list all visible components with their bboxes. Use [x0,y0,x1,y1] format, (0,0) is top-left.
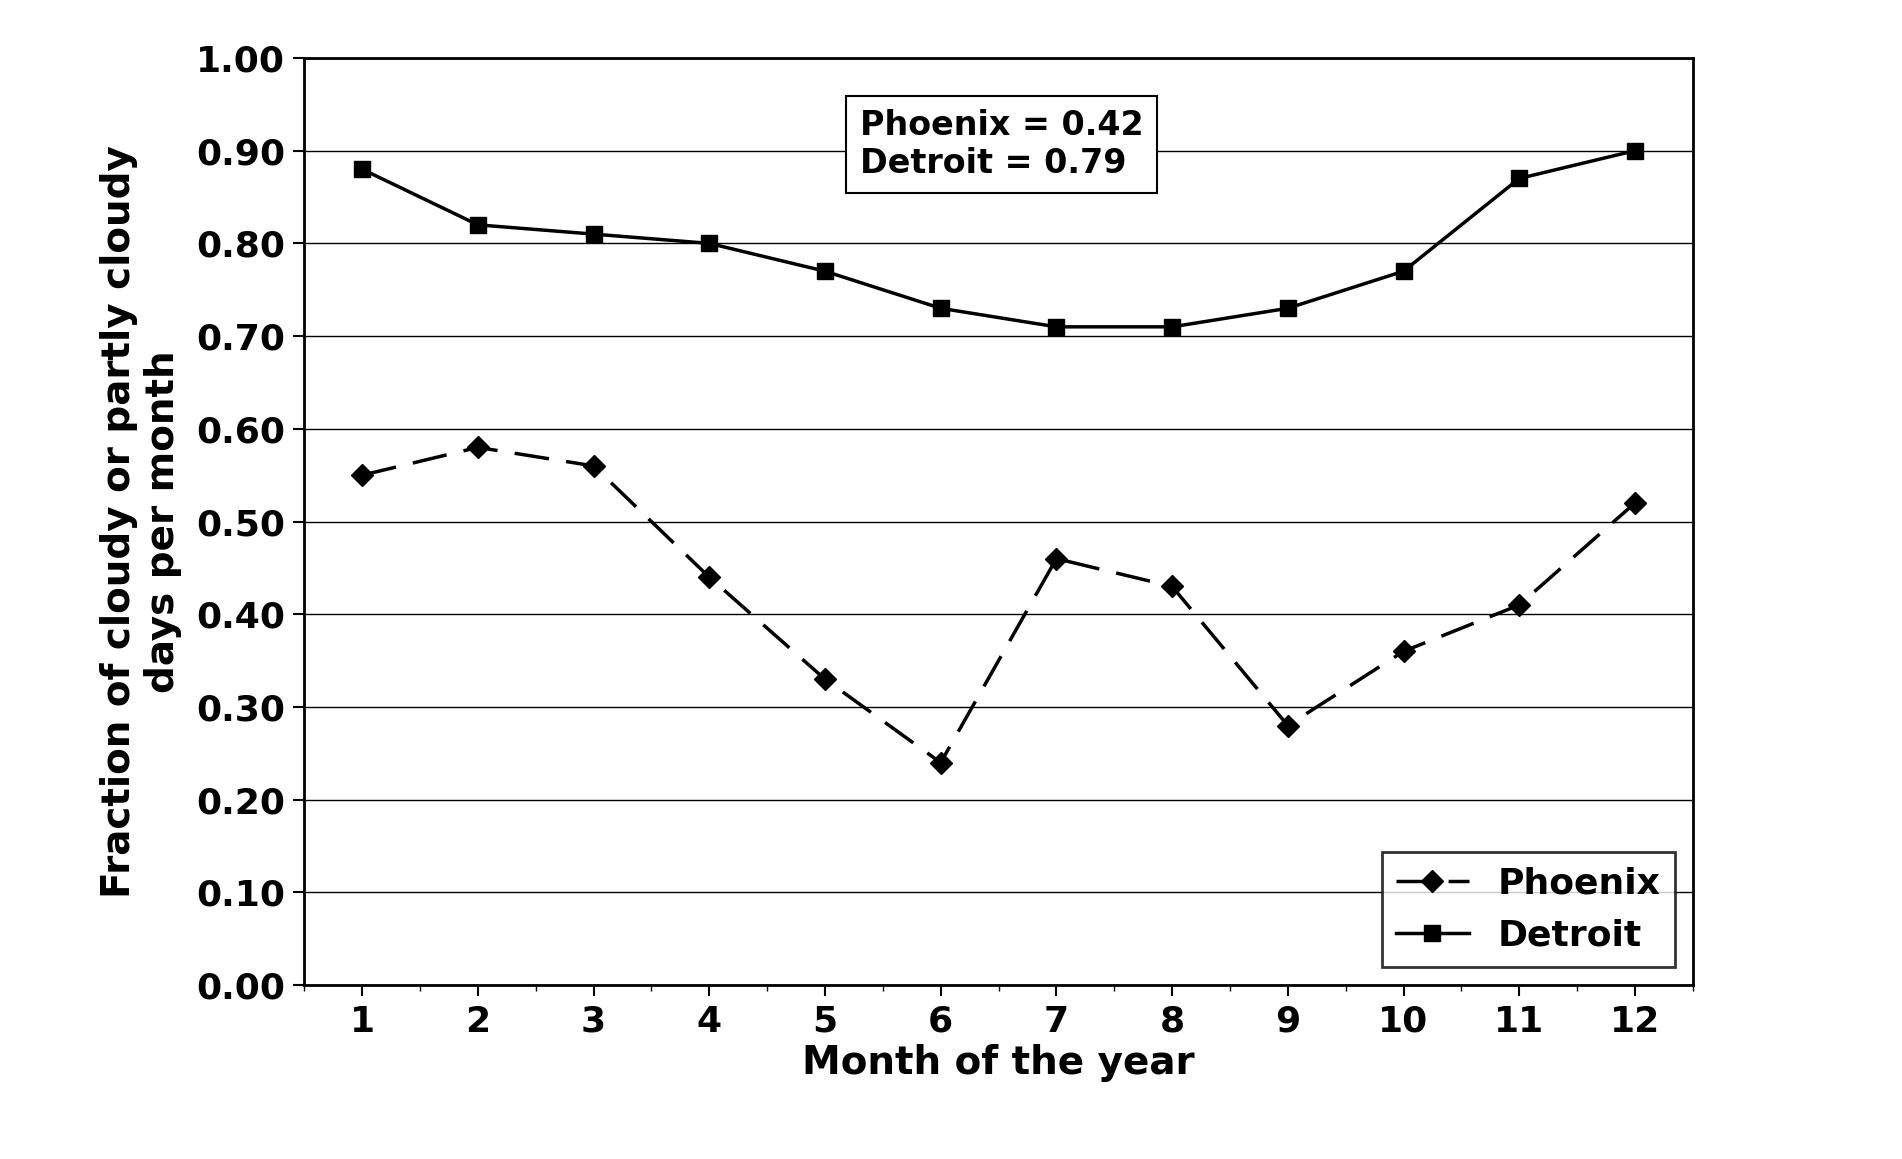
Detroit [814,264,837,278]
Detroit [466,218,489,232]
Legend: Phoenix, Detroit: Phoenix, Detroit [1383,852,1676,967]
Detroit [1508,172,1531,185]
Text: Phoenix = 0.42
Detroit = 0.79: Phoenix = 0.42 Detroit = 0.79 [860,109,1143,180]
Phoenix [350,468,373,482]
Detroit [1624,144,1647,158]
Y-axis label: Fraction of cloudy or partly cloudy
days per month: Fraction of cloudy or partly cloudy days… [101,145,183,898]
Phoenix [466,440,489,454]
Detroit [582,227,605,241]
Phoenix [1508,598,1531,612]
Phoenix [1624,496,1647,510]
Phoenix [1276,719,1299,732]
Phoenix [1160,580,1183,593]
Detroit [1276,301,1299,315]
Line: Phoenix: Phoenix [354,439,1643,771]
Detroit [698,236,721,250]
Detroit [930,301,953,315]
Line: Detroit: Detroit [354,143,1643,335]
Phoenix [582,459,605,473]
Phoenix [814,672,837,686]
X-axis label: Month of the year: Month of the year [803,1044,1194,1083]
Phoenix [698,570,721,584]
Detroit [1044,320,1067,334]
Detroit [350,162,373,176]
Phoenix [1044,552,1067,566]
Detroit [1392,264,1415,278]
Phoenix [930,756,953,770]
Detroit [1160,320,1183,334]
Phoenix [1392,644,1415,658]
